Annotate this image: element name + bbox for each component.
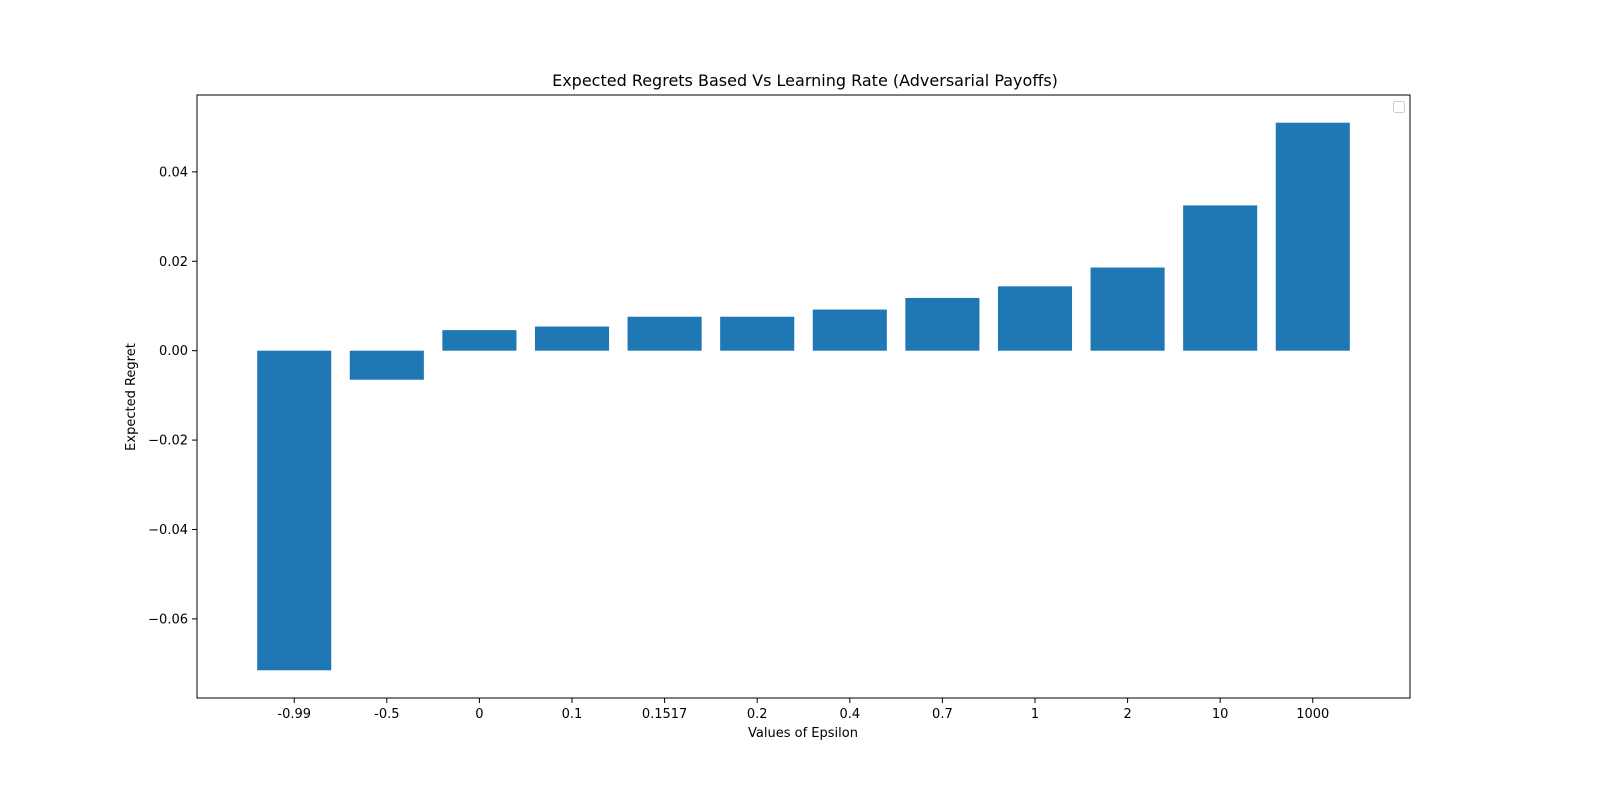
- x-tick-label: 0.4: [839, 707, 860, 722]
- y-axis: −0.06 −0.04 −0.02 0.00 0.02 0.04: [148, 165, 197, 627]
- bar-10: [1183, 205, 1258, 351]
- bar-0.1517: [627, 316, 702, 351]
- x-tick-label: 2: [1123, 707, 1131, 722]
- y-axis-label: Expected Regret: [124, 343, 139, 451]
- x-tick-label: 0.1: [562, 707, 583, 722]
- x-axis: -0.99 -0.5 0 0.1 0.1517 0.2 0.4 0.7 1 2 10 1000: [277, 698, 1329, 722]
- x-tick-label: 0.7: [932, 707, 953, 722]
- bar--0.99: [257, 350, 332, 671]
- x-tick-label: 0: [475, 707, 483, 722]
- y-tick-label: 0.02: [159, 255, 188, 270]
- bar-0.7: [905, 297, 980, 351]
- bar--0.5: [349, 350, 424, 380]
- bar-0.1: [534, 326, 610, 351]
- x-tick-label: -0.5: [374, 707, 399, 722]
- bar-1: [997, 286, 1073, 351]
- x-tick-label: 1: [1031, 707, 1039, 722]
- bars-layer: [257, 122, 1350, 671]
- chart-title: Expected Regrets Based Vs Learning Rate …: [552, 71, 1058, 90]
- x-tick-label: 0.2: [747, 707, 768, 722]
- y-tick-label: −0.02: [148, 434, 188, 449]
- bar-1000: [1275, 122, 1350, 351]
- plot-area-frame: [196, 94, 1411, 699]
- y-tick-label: −0.04: [148, 523, 188, 538]
- x-tick-label: 10: [1212, 707, 1229, 722]
- legend-box: [1393, 101, 1405, 113]
- bar-0.4: [812, 309, 887, 351]
- bar-2: [1090, 267, 1165, 351]
- bar-0.2: [720, 316, 795, 351]
- bar-0: [442, 330, 517, 351]
- y-tick-label: 0.04: [159, 165, 188, 180]
- x-tick-label: 1000: [1296, 707, 1329, 722]
- x-axis-label: Values of Epsilon: [748, 726, 858, 741]
- x-tick-label: -0.99: [277, 707, 311, 722]
- y-tick-label: 0.00: [159, 344, 188, 359]
- x-tick-label: 0.1517: [642, 707, 688, 722]
- y-tick-label: −0.06: [148, 612, 188, 627]
